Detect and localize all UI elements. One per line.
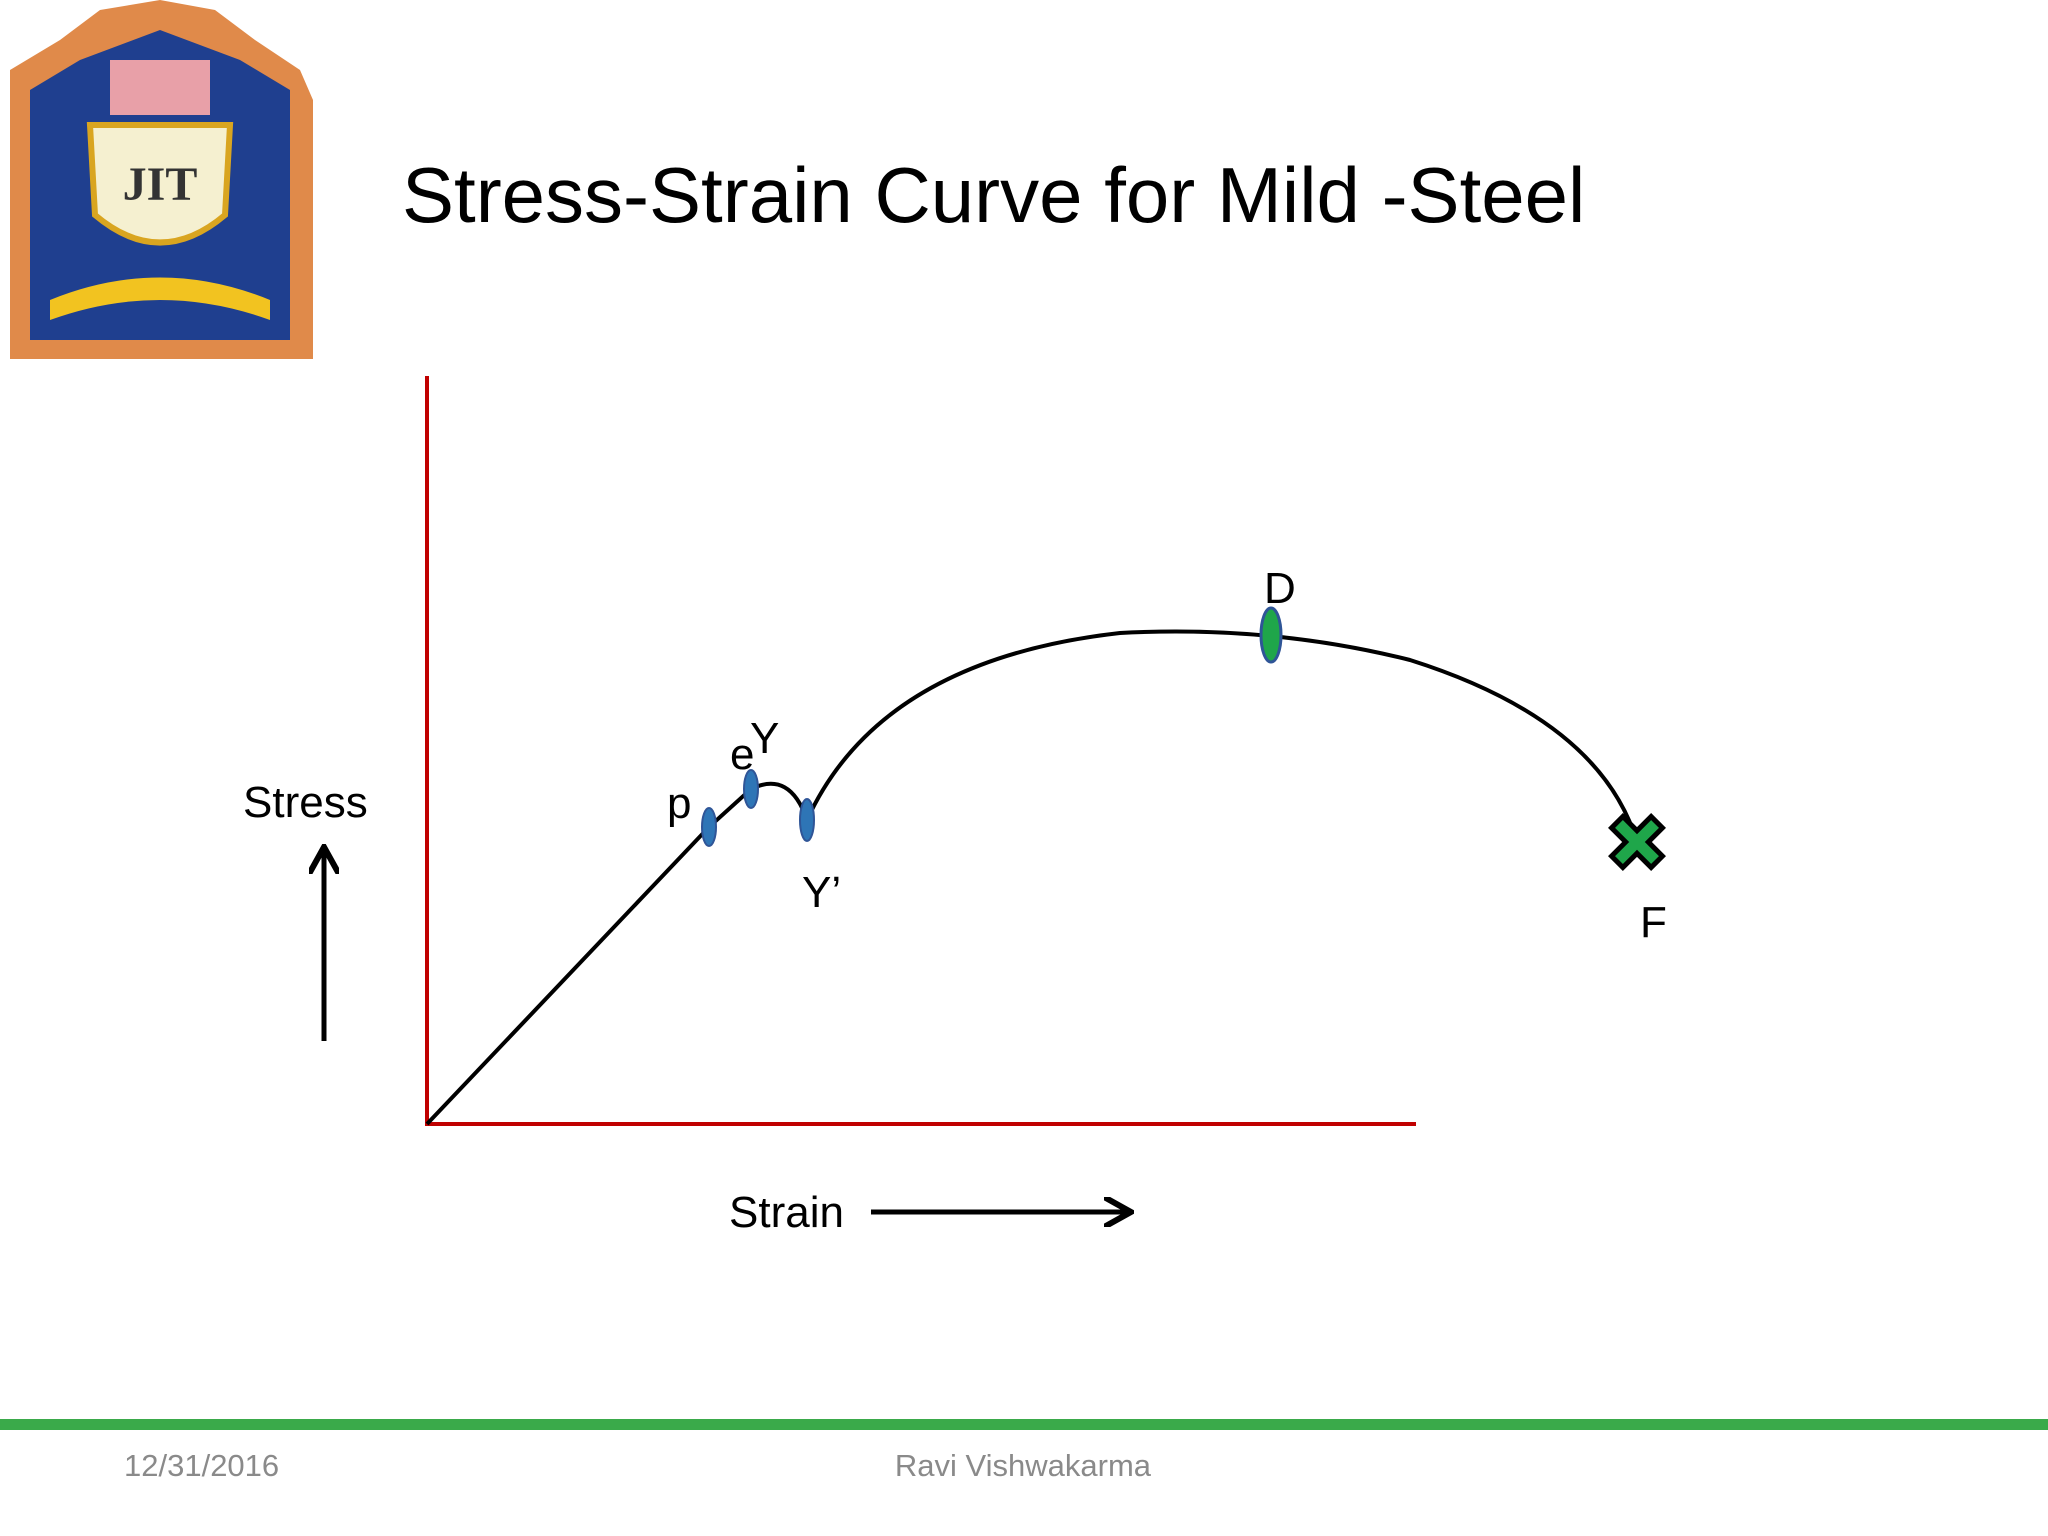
x-axis-label: Strain [729, 1188, 844, 1237]
logo: JIT [10, 0, 313, 359]
logo-text: JIT [123, 158, 198, 211]
point-marker [799, 798, 815, 842]
point-label: Y [750, 714, 779, 763]
point-marker [701, 807, 717, 847]
footer-rule [0, 1419, 2048, 1430]
point-label: Y’ [802, 868, 841, 917]
footer-date: 12/31/2016 [124, 1448, 279, 1483]
slide-title: Stress-Strain Curve for Mild -Steel [402, 151, 1585, 239]
footer-author: Ravi Vishwakarma [895, 1448, 1152, 1483]
point-label: D [1264, 564, 1296, 613]
fracture-marker [1608, 813, 1666, 871]
point-marker [743, 769, 759, 809]
point-label: F [1640, 898, 1667, 947]
y-axis-label: Stress [243, 778, 368, 827]
point-label: e [730, 730, 754, 779]
point-label: p [667, 779, 691, 828]
point-marker [1259, 606, 1283, 664]
